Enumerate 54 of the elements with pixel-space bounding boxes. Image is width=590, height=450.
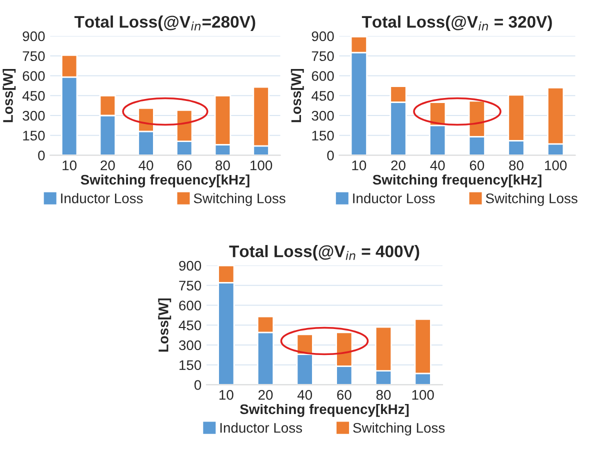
- legend-label: Inductor Loss: [220, 422, 302, 433]
- chart-title: Total Loss(@V$_{in}$ = 320V): [362, 16, 552, 32]
- y-tick-label: 0: [194, 380, 202, 390]
- x-tick-label: 40: [430, 160, 445, 170]
- y-axis-title: Loss[W]: [158, 298, 172, 352]
- x-axis-title: Switching frequency[kHz]: [372, 174, 542, 188]
- x-tick-label: 10: [352, 160, 366, 170]
- x-tick-label: 20: [100, 160, 115, 170]
- y-tick-label: 600: [22, 71, 45, 81]
- x-tick-label: 80: [509, 160, 524, 170]
- y-tick-label: 750: [312, 51, 334, 62]
- y-axis-title: Loss[W]: [2, 69, 16, 122]
- y-tick-label: 750: [179, 280, 202, 291]
- text: Inductor Loss: [353, 193, 435, 204]
- x-tick-label: 60: [177, 160, 192, 170]
- x-tick-label: 100: [250, 160, 272, 170]
- y-tick-label: 900: [312, 31, 334, 42]
- legend-label: Switching Loss: [194, 193, 286, 206]
- legend-label: Inductor Loss: [61, 193, 143, 204]
- x-tick-label: 100: [412, 390, 434, 400]
- chart-title: Total Loss(@V$_{in}$=280V): [74, 16, 256, 32]
- x-tick-label: 10: [220, 390, 234, 400]
- y-tick-label: 450: [22, 90, 45, 101]
- y-tick-label: 300: [179, 340, 202, 350]
- legend-label: Switching Loss: [486, 193, 578, 206]
- y-tick-label: 150: [312, 130, 334, 141]
- y-tick-label: 0: [38, 150, 45, 160]
- y-tick-label: 150: [23, 130, 45, 141]
- y-tick-label: 300: [312, 110, 334, 121]
- y-tick-label: 450: [178, 320, 202, 330]
- x-tick-label: 20: [258, 390, 273, 400]
- chart-title: Total Loss(@V$_{in}$ = 400V): [229, 245, 420, 261]
- x-tick-label: 10: [62, 160, 77, 170]
- x-tick-label: 20: [391, 160, 406, 170]
- y-tick-label: 900: [22, 31, 45, 42]
- legend-label: Switching Loss: [353, 422, 445, 436]
- x-tick-label: 60: [470, 160, 484, 170]
- y-tick-label: 0: [327, 150, 334, 160]
- y-tick-label: 150: [180, 360, 202, 370]
- y-tick-label: 750: [22, 51, 45, 62]
- x-tick-label: 40: [138, 160, 154, 170]
- x-axis-title: Switching frequency[kHz]: [80, 174, 250, 188]
- x-axis-title: Switching frequency[kHz]: [240, 404, 409, 417]
- y-tick-label: 450: [312, 90, 334, 101]
- y-tick-label: 900: [179, 260, 202, 271]
- y-tick-label: 600: [312, 71, 334, 81]
- y-tick-label: 300: [22, 110, 45, 121]
- y-axis-title: Loss[W]: [290, 69, 304, 122]
- x-tick-label: 80: [376, 390, 391, 400]
- x-tick-label: 80: [216, 160, 230, 170]
- x-tick-label: 100: [545, 160, 567, 170]
- x-tick-label: 60: [337, 390, 352, 400]
- x-tick-label: 40: [297, 390, 312, 400]
- y-tick-label: 600: [179, 300, 202, 310]
